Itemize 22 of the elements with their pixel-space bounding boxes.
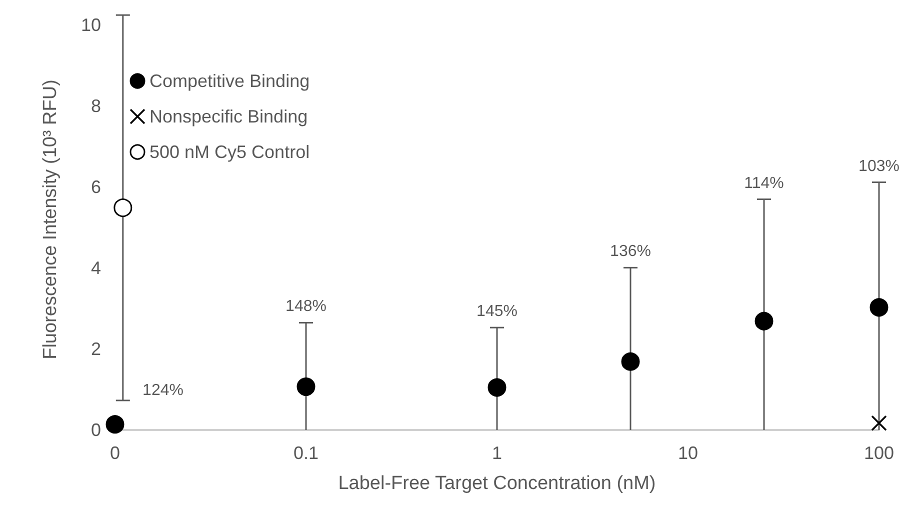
annotation: 145% bbox=[476, 303, 518, 320]
y-tick-label: 6 bbox=[90, 177, 101, 198]
legend-label: Competitive Binding bbox=[150, 71, 310, 91]
annotation: 136% bbox=[610, 243, 651, 260]
annotation: 124% bbox=[142, 382, 184, 399]
legend-label: Nonspecific Binding bbox=[150, 106, 308, 126]
x-tick-label: 100 bbox=[864, 443, 894, 463]
y-tick-label: 4 bbox=[90, 258, 101, 278]
annotation: 114% bbox=[744, 174, 784, 192]
x-axis-title: Label-Free Target Concentration (nM) bbox=[338, 473, 656, 494]
legend-label: 500 nM Cy5 Control bbox=[150, 142, 310, 162]
y-axis-title: Fluorescence Intensity (10³ RFU) bbox=[40, 80, 61, 360]
x-tick-label: 1 bbox=[492, 443, 502, 463]
annotation: 148% bbox=[286, 298, 326, 316]
x-tick-label: 10 bbox=[678, 443, 698, 463]
y-tick-label: 8 bbox=[90, 96, 101, 116]
y-tick-label: 10 bbox=[80, 15, 101, 36]
y-tick-label: 0 bbox=[90, 420, 101, 440]
x-tick-label: 0 bbox=[110, 443, 120, 463]
annotation: 103% bbox=[858, 158, 900, 175]
x-tick-label: 0.1 bbox=[293, 443, 319, 463]
y-tick-label: 2 bbox=[90, 339, 101, 360]
